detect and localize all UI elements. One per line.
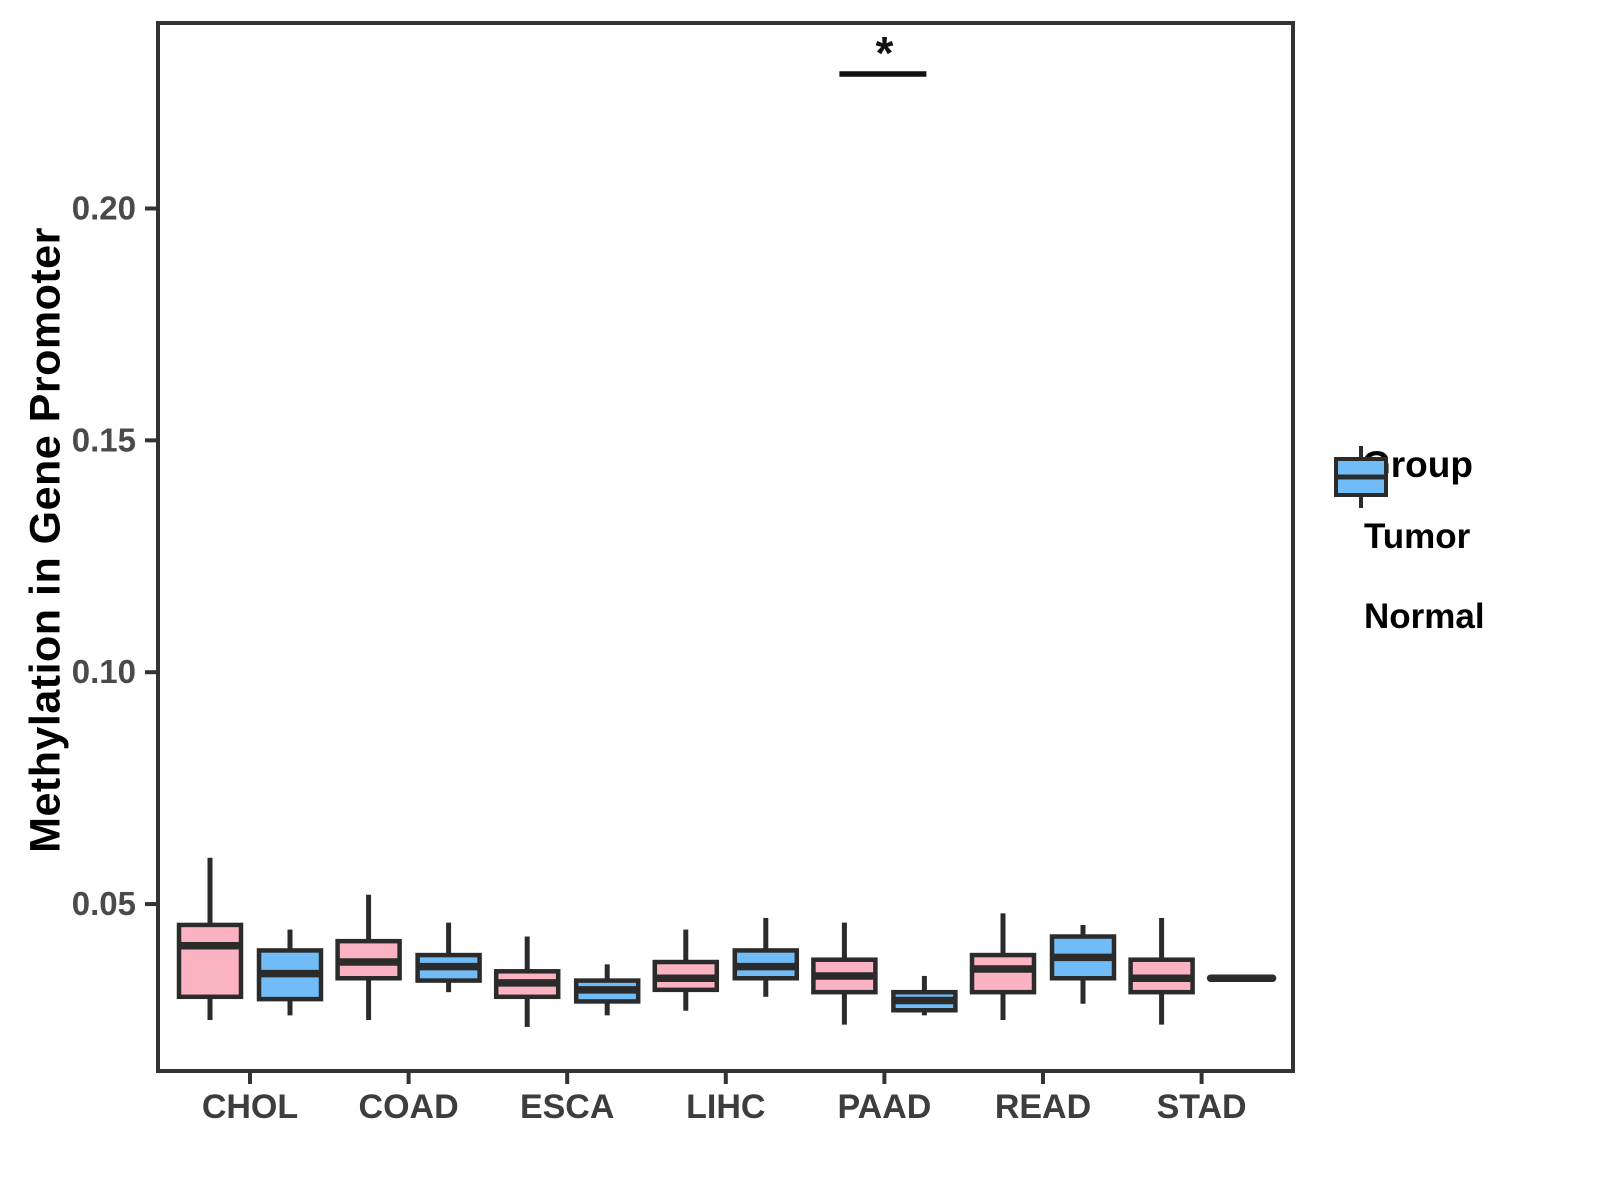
x-tick-label: ESCA — [520, 1088, 614, 1126]
x-tick-label: CHOL — [202, 1088, 298, 1126]
x-tick-label: COAD — [359, 1088, 459, 1126]
y-tick-label: 0.15 — [72, 421, 136, 458]
y-axis-title: Methylation in Gene Promoter — [21, 227, 70, 853]
legend-item-tumor: Tumor — [1334, 446, 1582, 572]
y-tick-label: 0.05 — [72, 885, 136, 922]
legend-label-tumor: Tumor — [1364, 517, 1471, 556]
box-chol-tumor-iqr — [176, 922, 244, 1000]
significance-star: * — [875, 27, 894, 79]
legend-label-normal: Normal — [1364, 597, 1485, 636]
panel-border — [156, 21, 1295, 1073]
legend: Group Tumor Normal — [1332, 444, 1582, 662]
normal-boxplot-key-icon — [1334, 446, 1388, 508]
x-tick-label: LIHC — [686, 1088, 765, 1126]
x-tick-label: READ — [995, 1088, 1091, 1126]
box-read-tumor-iqr — [969, 952, 1037, 995]
y-tick-label: 0.20 — [72, 189, 136, 226]
y-tick-label: 0.10 — [72, 653, 136, 690]
legend-item-normal: Normal — [1334, 446, 1582, 652]
x-tick-label: STAD — [1157, 1088, 1247, 1126]
legend-title: Group — [1362, 444, 1473, 485]
x-tick-label: PAAD — [837, 1088, 931, 1126]
